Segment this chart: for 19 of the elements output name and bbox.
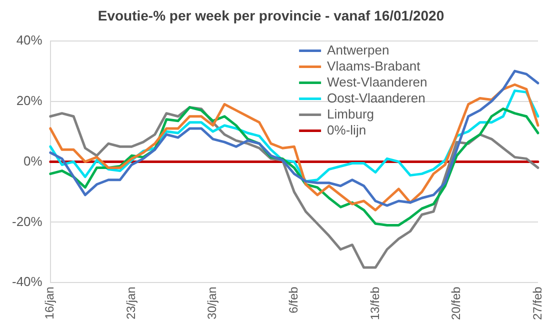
y-tick-label: 40% [16, 32, 43, 48]
y-tick-label: 20% [16, 92, 43, 108]
legend-label: Antwerpen [327, 42, 390, 58]
x-tick-label: 30/jan [205, 286, 220, 320]
chart-title: Evoutie-% per week per provincie - vanaf 16/01/2020 [98, 7, 444, 24]
x-tick-label: 13/feb [368, 286, 382, 320]
x-tick-label: 6/feb [286, 286, 300, 314]
y-tick-label: 0% [24, 153, 43, 168]
x-tick-label: 20/feb [449, 286, 464, 320]
x-tick-label: 23/jan [124, 286, 138, 320]
legend-label: Limburg [327, 106, 374, 122]
legend-label: 0%-lijn [327, 122, 366, 138]
x-tick-label: 16/jan [42, 286, 57, 320]
legend-label: Vlaams-Brabant [327, 58, 421, 74]
y-tick-label: -20% [12, 214, 43, 229]
legend-label: Oost-Vlaanderen [327, 90, 426, 106]
legend-label: West-Vlaanderen [327, 74, 428, 90]
y-tick-label: -40% [12, 274, 43, 290]
x-tick-label: 27/feb [530, 286, 544, 320]
